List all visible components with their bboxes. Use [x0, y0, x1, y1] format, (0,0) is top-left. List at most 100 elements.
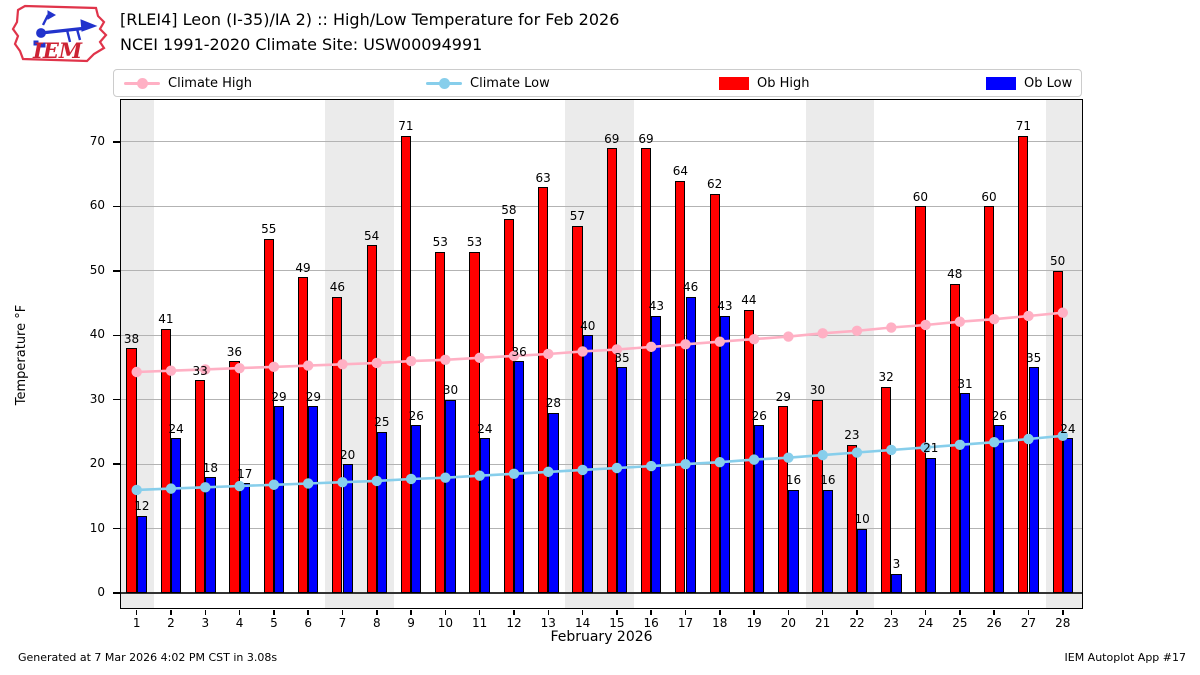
- x-tick: [376, 609, 378, 615]
- ob-low-bar: [616, 367, 628, 593]
- x-tick-label: 1: [132, 616, 141, 630]
- x-tick: [341, 609, 344, 615]
- legend-item-ob-low: Ob Low: [986, 70, 1072, 96]
- ob-high-bar: [229, 361, 240, 593]
- climate-high-line-marker: [234, 362, 245, 374]
- climate-low-line-marker: [131, 484, 142, 496]
- climate-low-line-marker: [474, 470, 485, 481]
- x-tick: [787, 609, 790, 615]
- climate-low-line-marker: [371, 475, 382, 487]
- bar-value-label: 48: [947, 267, 963, 282]
- bar-value-label: 49: [295, 260, 311, 275]
- legend-label: Climate Low: [470, 75, 550, 91]
- bar-value-label: 17: [237, 466, 253, 481]
- climate-low-line-marker: [577, 464, 588, 476]
- y-tick-label: 20: [89, 456, 105, 471]
- ob-high-bar: [778, 406, 789, 593]
- bar-value-label: 23: [844, 428, 860, 443]
- bar-value-label: 20: [340, 447, 356, 462]
- y-tick: [113, 141, 120, 143]
- bar-value-label: 36: [511, 344, 527, 359]
- x-tick-label: 2: [167, 616, 175, 630]
- x-tick: [307, 609, 309, 615]
- iem-logo-text: IEM: [32, 38, 83, 63]
- iem-logo: IEM: [11, 4, 108, 63]
- bar-value-label: 55: [261, 222, 277, 237]
- climate-low-line-marker: [646, 460, 657, 472]
- bar-value-label: 32: [878, 370, 894, 385]
- bar-value-label: 28: [545, 396, 562, 411]
- legend: Climate High Climate Low Ob High Ob Low: [113, 69, 1082, 97]
- bar-value-label: 31: [957, 376, 973, 391]
- bar-value-label: 16: [820, 473, 836, 488]
- ob-low-bar: [548, 412, 559, 593]
- y-tick: [113, 205, 120, 208]
- x-tick-label: 16: [643, 616, 659, 630]
- climate-high-line-marker: [646, 341, 657, 353]
- climate-high-line-marker: [817, 328, 828, 339]
- x-tick-label: 23: [883, 616, 899, 630]
- climate-low-line-marker: [680, 458, 691, 470]
- x-tick-label: 17: [677, 616, 694, 630]
- x-tick-label: 7: [338, 616, 347, 630]
- ob-high-patch-swatch: [719, 76, 749, 90]
- ob-high-bar: [675, 180, 686, 593]
- climate-low-line-marker: [1023, 433, 1034, 445]
- x-tick: [204, 609, 207, 615]
- climate-high-line-marker: [783, 331, 794, 342]
- ob-high-bar: [297, 277, 309, 593]
- bar-value-label: 29: [775, 389, 791, 404]
- ob-low-bar: [719, 315, 731, 593]
- ob-high-bar: [263, 238, 274, 593]
- page-subtitle: NCEI 1991-2020 Climate Site: USW00094991: [120, 35, 483, 54]
- x-tick: [547, 609, 550, 615]
- bar-value-label: 63: [535, 170, 551, 185]
- bar-value-label: 30: [809, 383, 826, 398]
- iowa-outline: [11, 4, 108, 63]
- climate-high-line-marker: [611, 344, 623, 355]
- bar-value-label: 35: [614, 350, 630, 365]
- ob-high-bar: [640, 148, 652, 593]
- gridline: [121, 141, 1082, 143]
- bar-value-label: 3: [892, 557, 901, 572]
- y-tick-label: 40: [89, 327, 105, 342]
- x-tick: [581, 609, 584, 615]
- ob-low-bar: [1028, 367, 1039, 593]
- climate-low-line-marker: [886, 444, 897, 456]
- gridline: [121, 528, 1082, 530]
- legend-label: Climate High: [168, 75, 253, 91]
- climate-high-line-marker: [474, 352, 485, 364]
- x-tick-label: 26: [986, 616, 1002, 630]
- climate-low-line-marker: [954, 439, 966, 451]
- climate-low-line-marker: [200, 482, 211, 493]
- climate-low-line-marker: [508, 468, 520, 480]
- x-tick-label: 5: [270, 616, 278, 630]
- legend-item-climate-high: Climate High: [124, 70, 252, 96]
- bar-value-label: 53: [466, 235, 483, 250]
- legend-item-climate-low: Climate Low: [426, 70, 550, 96]
- bar-value-label: 26: [991, 408, 1007, 423]
- x-tick-label: 27: [1020, 616, 1037, 630]
- x-tick-label: 14: [574, 616, 591, 630]
- bar-value-label: 12: [134, 499, 150, 514]
- climate-high-line-marker: [748, 333, 760, 345]
- y-tick-label: 50: [89, 262, 105, 277]
- bar-value-label: 29: [305, 389, 321, 404]
- climate-low-line-marker: [714, 457, 725, 468]
- x-tick: [821, 609, 824, 615]
- climate-high-line-marker: [508, 350, 520, 362]
- climate-high-line-marker: [1023, 310, 1034, 322]
- y-tick-label: 30: [89, 391, 105, 406]
- x-tick: [959, 609, 961, 615]
- ob-low-bar: [136, 515, 147, 593]
- bar-value-label: 60: [981, 189, 997, 204]
- y-tick: [113, 592, 120, 594]
- x-tick-label: 6: [304, 616, 312, 630]
- x-tick-label: 18: [712, 616, 728, 630]
- climate-low-line-marker: [817, 449, 828, 461]
- x-tick: [135, 609, 138, 615]
- ob-high-bar: [435, 251, 446, 593]
- ob-low-bar: [479, 438, 490, 593]
- ob-high-bar: [366, 245, 377, 593]
- x-tick: [410, 609, 412, 615]
